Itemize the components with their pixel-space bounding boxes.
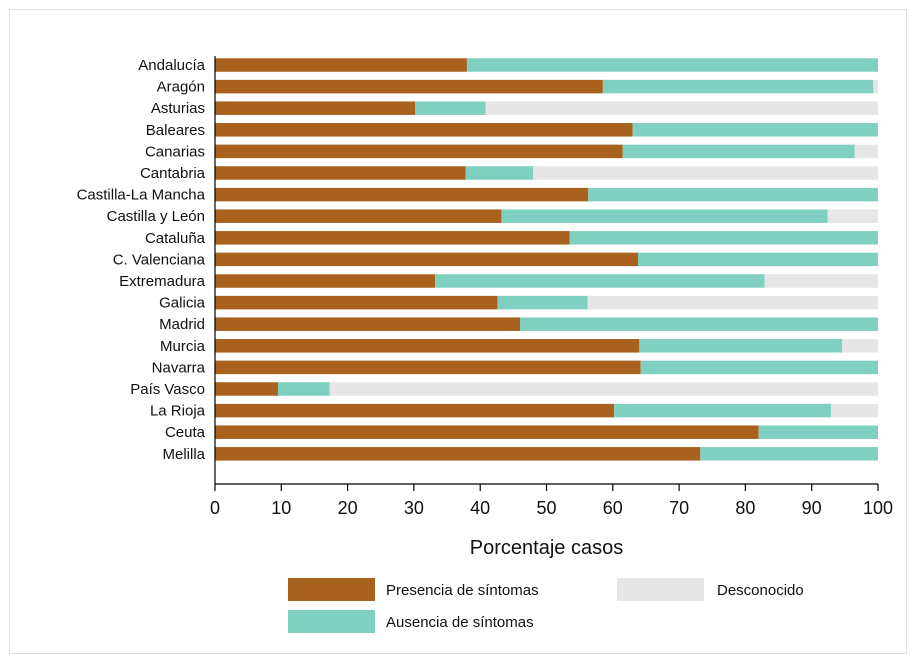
x-tick-label: 70 — [669, 498, 689, 518]
x-tick-label: 30 — [404, 498, 424, 518]
category-label: Andalucía — [138, 57, 205, 74]
bar-segment — [215, 166, 466, 180]
x-tick-label: 60 — [603, 498, 623, 518]
bar-segment — [485, 101, 878, 115]
legend: Presencia de síntomas Ausencia de síntom… — [288, 578, 804, 633]
bar-segment — [215, 382, 278, 396]
category-label: Castilla y León — [107, 208, 205, 225]
bar-segment — [637, 252, 878, 267]
bar-segment — [501, 209, 828, 223]
bar-segment — [764, 274, 878, 288]
bar-segment — [497, 295, 588, 310]
legend-label-ausencia: Ausencia de síntomas — [386, 614, 534, 631]
legend-label-desconocido: Desconocido — [717, 582, 804, 599]
bar-segment — [215, 274, 436, 288]
category-label: C. Valenciana — [113, 251, 206, 268]
category-label: Navarra — [152, 359, 206, 376]
category-label: Cantabria — [140, 165, 206, 182]
bar-segment — [854, 144, 878, 159]
bar-segment — [533, 166, 878, 180]
bar-segment — [465, 166, 534, 180]
bar-segment — [277, 382, 330, 396]
bar-segment — [588, 187, 878, 202]
x-tick-label: 90 — [802, 498, 822, 518]
category-label: Ceuta — [165, 424, 206, 441]
bar-segment — [587, 295, 878, 310]
category-label: Baleares — [146, 122, 205, 139]
category-labels: Andalucía Aragón Asturias Baleares Canarias C… — [77, 57, 206, 463]
x-axis-title: Porcentaje casos — [470, 537, 623, 559]
category-label: Aragón — [157, 79, 205, 96]
x-tick-label: 50 — [536, 498, 556, 518]
bar-segment — [640, 360, 878, 375]
bar-segment — [842, 339, 878, 353]
bar-segment — [215, 339, 640, 353]
bar-segment — [215, 231, 570, 245]
x-tick-label: 0 — [210, 498, 220, 518]
bar-segment — [215, 447, 701, 461]
bar-segment — [215, 252, 638, 267]
legend-swatch-ausencia — [288, 610, 375, 633]
bar-segment — [215, 209, 502, 223]
bar-segment — [602, 79, 874, 94]
bar-segment — [622, 144, 855, 159]
x-tick-label: 40 — [470, 498, 490, 518]
x-tick-label: 80 — [735, 498, 755, 518]
bar-segment — [215, 403, 615, 418]
bar-segment — [215, 79, 603, 94]
x-ticks: 0 10 20 30 40 50 60 70 80 90 100 — [210, 484, 893, 518]
legend-swatch-desconocido — [617, 578, 704, 601]
bar-segment — [215, 187, 589, 202]
bar-segment — [466, 58, 878, 72]
category-label: Melilla — [162, 446, 205, 463]
bar-segment — [215, 360, 641, 375]
category-label: Canarias — [145, 143, 205, 160]
chart-frame — [9, 9, 907, 654]
bar-segment — [215, 58, 467, 72]
bar-segment — [569, 231, 878, 245]
category-label: Extremadura — [119, 273, 206, 290]
bar-segment — [435, 274, 765, 288]
bar-segment — [632, 123, 878, 137]
x-tick-label: 20 — [338, 498, 358, 518]
category-label: Madrid — [159, 316, 205, 333]
bar-segment — [415, 101, 486, 115]
bar-segment — [329, 382, 879, 396]
category-label: Cataluña — [145, 230, 206, 247]
bar-segment — [215, 101, 416, 115]
category-label: Murcia — [160, 338, 206, 355]
bar-segment — [830, 403, 878, 418]
category-label: Asturias — [151, 100, 205, 117]
bar-segment — [215, 123, 633, 137]
category-label: La Rioja — [150, 403, 206, 420]
bar-segment — [827, 209, 878, 223]
category-label: Castilla-La Mancha — [77, 187, 206, 204]
bar-segment — [519, 317, 878, 331]
bar-segment — [700, 447, 878, 461]
bar-segment — [614, 403, 831, 418]
bar-segment — [215, 295, 498, 310]
bar-segment — [215, 144, 623, 159]
bar-segment — [639, 339, 843, 353]
bar-segment — [215, 317, 520, 331]
bar-segment — [215, 425, 759, 439]
category-label: País Vasco — [130, 381, 205, 398]
legend-swatch-presencia — [288, 578, 375, 601]
bar-segment — [873, 79, 878, 94]
x-tick-label: 100 — [863, 498, 893, 518]
bars-group — [215, 58, 879, 461]
bar-segment — [758, 425, 878, 439]
legend-label-presencia: Presencia de síntomas — [386, 582, 539, 599]
x-tick-label: 10 — [271, 498, 291, 518]
category-label: Galicia — [159, 295, 206, 312]
